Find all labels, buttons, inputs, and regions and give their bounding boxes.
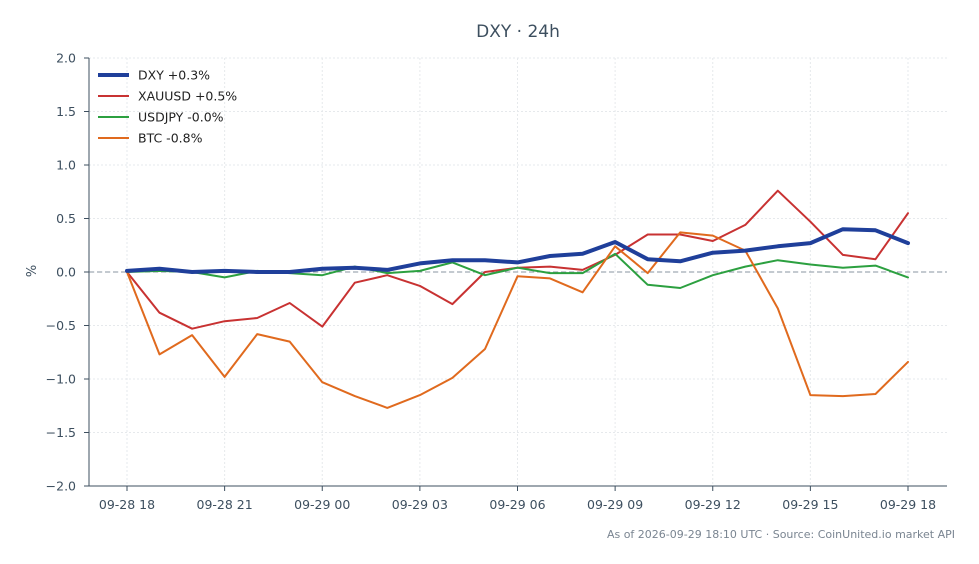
legend-label: BTC -0.8%: [138, 131, 203, 146]
series-0: [125, 227, 910, 274]
y-tick-label: 0.5: [56, 211, 76, 226]
legend-label: USDJPY -0.0%: [138, 110, 224, 125]
series-3: [126, 231, 909, 409]
y-tick-label: 1.0: [56, 158, 76, 173]
y-tick-label: −2.0: [46, 479, 76, 494]
series-layer: [125, 189, 910, 409]
y-tick-label: −0.5: [46, 318, 76, 333]
x-tick-label: 09-29 00: [294, 497, 350, 512]
y-tick-label: 0.0: [56, 265, 76, 280]
y-tick-label: −1.0: [46, 372, 76, 387]
x-tick-label: 09-29 12: [685, 497, 741, 512]
series-line: [125, 227, 910, 274]
y-tick-label: 1.5: [56, 104, 76, 119]
y-axis-ticks: 2.0 1.5 1.0 0.5 0.0 −0.5 −1.0 −1.5 −2.0: [46, 51, 89, 494]
y-tick-label: 2.0: [56, 51, 76, 66]
chart-footer: As of 2026-09-29 18:10 UTC · Source: Coi…: [607, 528, 955, 541]
legend-label: XAUUSD +0.5%: [138, 89, 237, 104]
x-tick-label: 09-29 03: [392, 497, 448, 512]
x-tick-label: 09-29 15: [782, 497, 838, 512]
y-axis-label: %: [25, 265, 40, 277]
chart-title: DXY · 24h: [476, 22, 560, 42]
y-tick-label: −1.5: [46, 425, 76, 440]
legend: DXY +0.3% XAUUSD +0.5% USDJPY -0.0% BTC -0.…: [98, 68, 237, 146]
series-line: [126, 231, 909, 409]
x-tick-label: 09-29 09: [587, 497, 643, 512]
legend-label: DXY +0.3%: [138, 68, 210, 83]
x-tick-label: 09-28 18: [99, 497, 155, 512]
x-tick-label: 09-28 21: [197, 497, 253, 512]
x-axis-ticks: 09-28 18 09-28 21 09-29 00 09-29 03 09-29 06…: [99, 486, 936, 512]
x-tick-label: 09-29 18: [880, 497, 936, 512]
x-tick-label: 09-29 06: [489, 497, 545, 512]
